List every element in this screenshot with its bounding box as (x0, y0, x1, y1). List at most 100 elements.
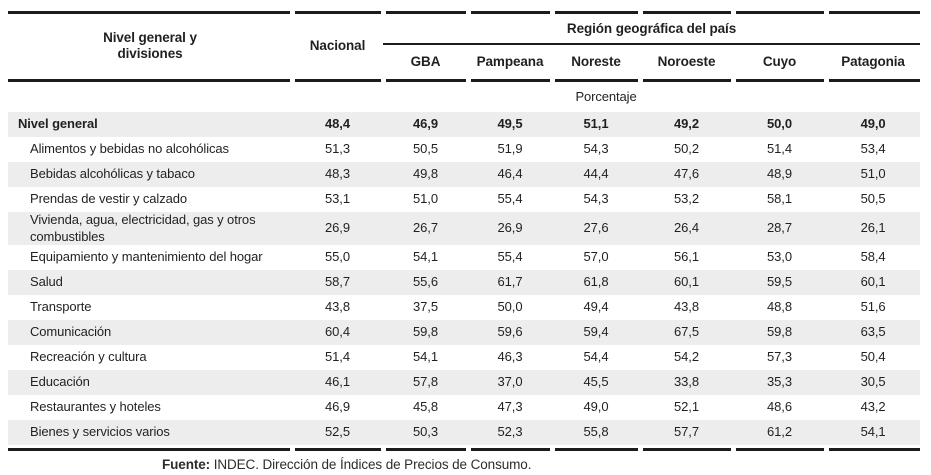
unit-row: Porcentaje (8, 77, 920, 112)
row-label: Restaurantes y hoteles (30, 399, 161, 415)
row-value-noroeste: 60,1 (674, 274, 699, 290)
table-row: Nivel general 48,4 46,9 49,5 51,1 49,2 5… (8, 112, 921, 137)
column-header-gba: GBA (410, 53, 441, 69)
source-text: INDEC. Dirección de Índices de Precios d… (213, 457, 532, 472)
row-value-patagonia: 60,1 (860, 274, 886, 290)
row-label: Comunicación (30, 324, 112, 340)
unit-label: Porcentaje (575, 88, 637, 104)
row-value-noroeste: 67,5 (674, 324, 699, 340)
table-row: Alimentos y bebidas no alcohólicas 51,3 … (8, 137, 920, 162)
row-value-pampeana: 55,4 (497, 191, 523, 207)
row-label: Prendas de vestir y calzado (30, 191, 187, 207)
row-value-cuyo: 35,3 (767, 374, 792, 390)
row-value-gba: 55,6 (413, 274, 438, 290)
row-value-noroeste: 33,8 (674, 374, 699, 390)
row-value-nacional: 60,4 (325, 324, 350, 340)
row-value-gba: 45,8 (413, 399, 438, 415)
unit-row-spacer (8, 77, 292, 112)
row-value-nacional: 46,9 (325, 399, 350, 415)
row-label: Educación (30, 374, 90, 390)
row-value-pampeana: 59,6 (497, 324, 523, 340)
row-value-pampeana: 55,4 (497, 249, 523, 265)
row-value-cuyo: 59,5 (767, 274, 792, 290)
row-value-nacional: 46,1 (325, 374, 350, 390)
row-value-patagonia: 26,1 (860, 220, 886, 236)
row-value-gba: 59,8 (413, 324, 438, 340)
column-header-noroeste: Noroeste (657, 53, 716, 69)
row-value-noreste: 55,8 (583, 424, 609, 440)
row-value-noroeste: 43,8 (674, 299, 699, 315)
row-value-cuyo: 50,0 (767, 116, 792, 132)
row-value-nacional: 52,5 (325, 424, 350, 440)
row-value-patagonia: 53,4 (860, 141, 886, 157)
row-value-patagonia: 54,1 (860, 424, 886, 440)
row-label: Recreación y cultura (30, 349, 147, 365)
row-label: Bienes y servicios varios (30, 424, 170, 440)
row-value-patagonia: 51,6 (860, 299, 886, 315)
row-value-cuyo: 61,2 (767, 424, 792, 440)
table-row: Educación 46,1 57,8 37,0 45,5 33,8 35,3 … (8, 370, 921, 395)
table-row: Bebidas alcohólicas y tabaco 48,3 49,8 4… (8, 162, 921, 187)
row-value-nacional: 48,3 (325, 166, 350, 182)
source-note: Fuente: INDEC. Dirección de Índices de P… (162, 457, 531, 472)
row-value-noreste: 54,4 (583, 349, 609, 365)
row-value-pampeana: 52,3 (497, 424, 523, 440)
row-value-noroeste: 47,6 (674, 166, 699, 182)
row-value-noreste: 44,4 (583, 166, 609, 182)
table-header: Nivel general y divisiones Nacional Regi… (8, 14, 921, 77)
row-value-noreste: 49,0 (583, 399, 609, 415)
row-value-cuyo: 51,4 (767, 141, 792, 157)
row-value-cuyo: 59,8 (767, 324, 792, 340)
table-row: Restaurantes y hoteles 46,9 45,8 47,3 49… (8, 395, 920, 420)
table-row: Transporte 43,8 37,5 50,0 49,4 43,8 48,8… (8, 295, 920, 320)
row-value-noroeste: 53,2 (674, 191, 699, 207)
cpi-region-table: Nivel general y divisiones Nacional Regi… (8, 14, 921, 445)
region-group-header: Región geográfica del país (383, 14, 921, 45)
row-value-patagonia: 43,2 (860, 399, 886, 415)
row-value-pampeana: 61,7 (497, 274, 523, 290)
row-value-gba: 51,0 (413, 191, 438, 207)
row-value-noroeste: 56,1 (674, 249, 699, 265)
row-value-noreste: 49,4 (583, 299, 609, 315)
row-value-patagonia: 58,4 (860, 249, 886, 265)
row-label: Nivel general (18, 116, 98, 132)
row-value-cuyo: 58,1 (767, 191, 792, 207)
table-row: Prendas de vestir y calzado 53,1 51,0 55… (8, 187, 920, 212)
row-value-cuyo: 48,6 (767, 399, 792, 415)
row-label: Bebidas alcohólicas y tabaco (30, 166, 195, 182)
table-body: Porcentaje Nivel general 48,4 46,9 49,5 … (8, 77, 921, 445)
row-value-noreste: 51,1 (583, 116, 609, 132)
row-value-pampeana: 49,5 (497, 116, 523, 132)
column-header-national: Nacional (309, 38, 366, 53)
row-value-pampeana: 37,0 (497, 374, 523, 390)
row-value-noreste: 27,6 (583, 220, 609, 236)
row-value-noroeste: 52,1 (674, 399, 699, 415)
row-value-gba: 50,3 (413, 424, 438, 440)
row-value-gba: 57,8 (413, 374, 438, 390)
row-value-noreste: 59,4 (583, 324, 609, 340)
row-value-gba: 54,1 (413, 349, 438, 365)
column-header-divisions-label: Nivel general y divisiones (103, 29, 197, 61)
row-label: Equipamiento y mantenimiento del hogar (30, 249, 263, 265)
row-value-gba: 37,5 (413, 299, 438, 315)
table-row: Bienes y servicios varios 52,5 50,3 52,3… (8, 420, 921, 445)
row-label: Alimentos y bebidas no alcohólicas (30, 141, 229, 157)
table-top-rule (8, 11, 920, 14)
row-value-pampeana: 26,9 (497, 220, 523, 236)
row-value-noroeste: 50,2 (674, 141, 699, 157)
row-value-cuyo: 53,0 (767, 249, 792, 265)
row-value-patagonia: 30,5 (860, 374, 886, 390)
row-value-noroeste: 49,2 (674, 116, 699, 132)
row-value-patagonia: 51,0 (860, 166, 886, 182)
row-value-pampeana: 46,3 (497, 349, 523, 365)
table-header-rule (8, 79, 920, 82)
row-value-cuyo: 28,7 (767, 220, 792, 236)
row-value-cuyo: 57,3 (767, 349, 792, 365)
row-value-gba: 46,9 (413, 116, 438, 132)
row-value-patagonia: 49,0 (860, 116, 886, 132)
row-value-noreste: 57,0 (583, 249, 609, 265)
column-header-pampeana: Pampeana (476, 53, 544, 69)
row-value-noroeste: 26,4 (674, 220, 699, 236)
table-row: Vivienda, agua, electricidad, gas y otro… (8, 212, 921, 245)
column-header-divisions: Nivel general y divisiones (8, 14, 292, 77)
